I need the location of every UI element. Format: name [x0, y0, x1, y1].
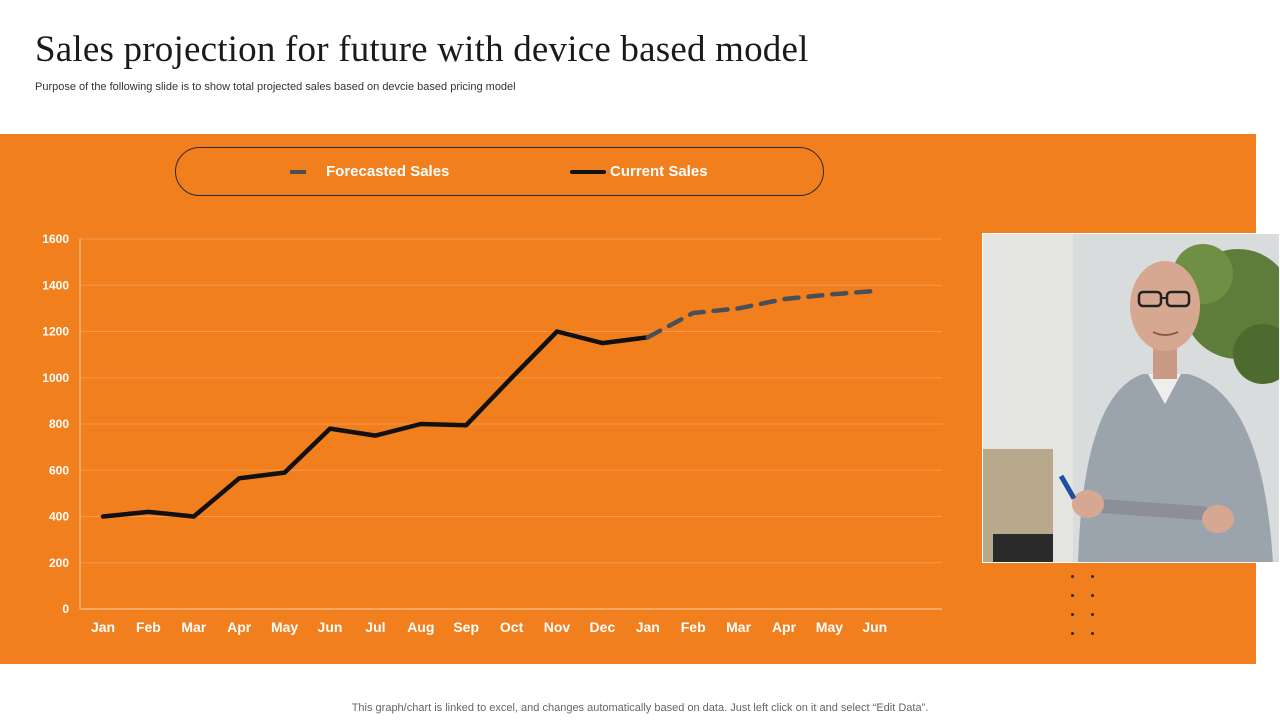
x-tick-label: Nov	[544, 619, 571, 635]
y-tick-label: 0	[62, 602, 69, 616]
y-tick-label: 1600	[42, 232, 69, 246]
dot	[1091, 594, 1094, 597]
slide-subtitle: Purpose of the following slide is to sho…	[35, 81, 516, 93]
legend-forecasted-label: Forecasted Sales	[326, 163, 450, 180]
x-tick-label: Jul	[365, 619, 385, 635]
x-tick-label: Apr	[227, 619, 252, 635]
y-tick-label: 800	[49, 417, 69, 431]
x-tick-label: Jan	[636, 619, 660, 635]
legend-item-current: Current Sales	[570, 163, 708, 180]
dot	[1071, 575, 1074, 578]
y-tick-label: 1400	[42, 278, 69, 292]
person-with-tablet-image	[983, 234, 1279, 562]
x-tick-label: Mar	[181, 619, 206, 635]
x-tick-label: Apr	[772, 619, 797, 635]
y-tick-label: 1200	[42, 325, 69, 339]
footer-note: This graph/chart is linked to excel, and…	[351, 702, 929, 714]
dashed-line-icon	[288, 169, 308, 174]
series-line-forecasted	[645, 288, 878, 340]
dot	[1091, 575, 1094, 578]
y-tick-label: 600	[49, 463, 69, 477]
series-line-current	[100, 329, 651, 519]
x-tick-label: Feb	[136, 619, 161, 635]
x-tick-label: Mar	[726, 619, 751, 635]
x-tick-label: Feb	[681, 619, 706, 635]
dot	[1091, 632, 1094, 635]
solid-line-icon	[570, 169, 606, 174]
y-tick-label: 200	[49, 556, 69, 570]
dot	[1071, 594, 1074, 597]
chart-legend: Forecasted Sales Current Sales	[175, 147, 824, 196]
x-tick-label: Dec	[590, 619, 616, 635]
presenter-photo	[982, 233, 1280, 563]
legend-current-label: Current Sales	[610, 163, 708, 180]
dot	[1091, 613, 1094, 616]
dot	[1071, 613, 1074, 616]
y-tick-label: 1000	[42, 371, 69, 385]
y-tick-label: 400	[49, 510, 69, 524]
x-tick-label: Jun	[862, 619, 887, 635]
x-tick-label: Jun	[318, 619, 343, 635]
x-tick-label: Oct	[500, 619, 524, 635]
x-tick-label: May	[271, 619, 298, 635]
x-tick-label: Jan	[91, 619, 115, 635]
slide-title: Sales projection for future with device …	[35, 29, 809, 70]
dot	[1071, 632, 1074, 635]
legend-item-forecasted: Forecasted Sales	[288, 163, 449, 180]
x-tick-label: Aug	[407, 619, 434, 635]
x-tick-label: Sep	[453, 619, 479, 635]
x-tick-label: May	[816, 619, 843, 635]
